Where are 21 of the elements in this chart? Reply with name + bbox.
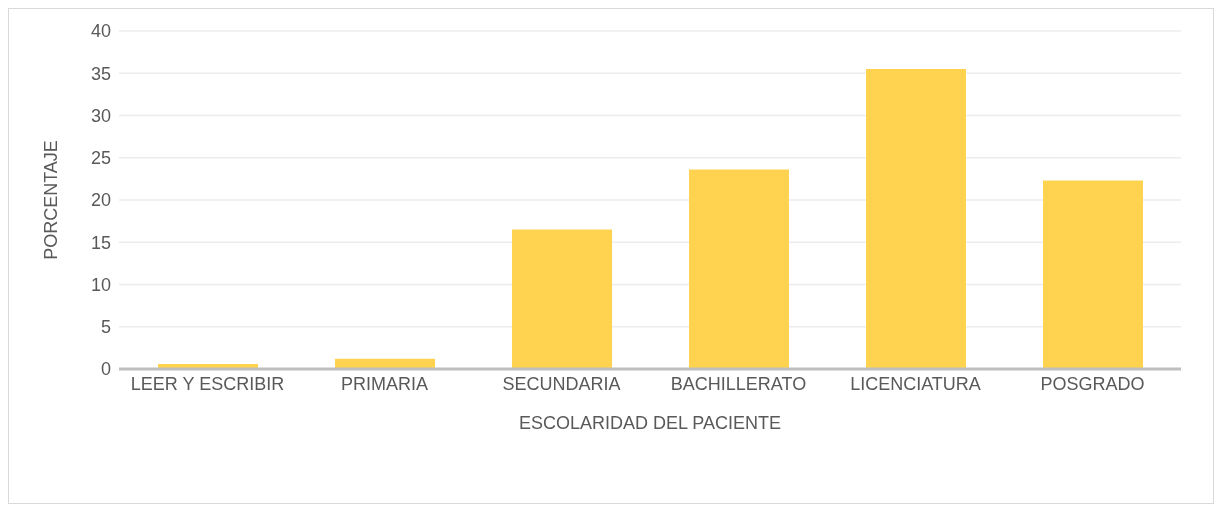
y-tick-label: 25 bbox=[90, 148, 111, 169]
y-tick-label: 10 bbox=[90, 274, 111, 295]
bar bbox=[866, 69, 966, 369]
y-tick-label: 40 bbox=[90, 21, 111, 42]
y-tick-label: 35 bbox=[90, 63, 111, 84]
x-tick-label: LICENCIATURA bbox=[850, 373, 981, 394]
x-tick-label: LEER Y ESCRIBIR bbox=[130, 373, 285, 394]
y-axis-title: PORCENTAJE bbox=[41, 140, 62, 260]
y-tick-label: 15 bbox=[90, 232, 111, 253]
x-axis-title: ESCOLARIDAD DEL PACIENTE bbox=[518, 413, 782, 433]
bar bbox=[1043, 180, 1143, 369]
x-tick-label: PRIMARIA bbox=[340, 373, 429, 394]
bar bbox=[689, 169, 789, 369]
x-tick-label: SECUNDARIA bbox=[502, 373, 621, 394]
bar bbox=[512, 229, 612, 369]
x-tick-label: BACHILLERATO bbox=[670, 373, 807, 394]
y-tick-label: 20 bbox=[90, 190, 111, 211]
y-tick-label: 5 bbox=[100, 317, 111, 338]
x-tick-label: POSGRADO bbox=[1040, 373, 1145, 394]
y-tick-label: 0 bbox=[100, 359, 111, 380]
y-tick-label: 30 bbox=[90, 105, 111, 126]
